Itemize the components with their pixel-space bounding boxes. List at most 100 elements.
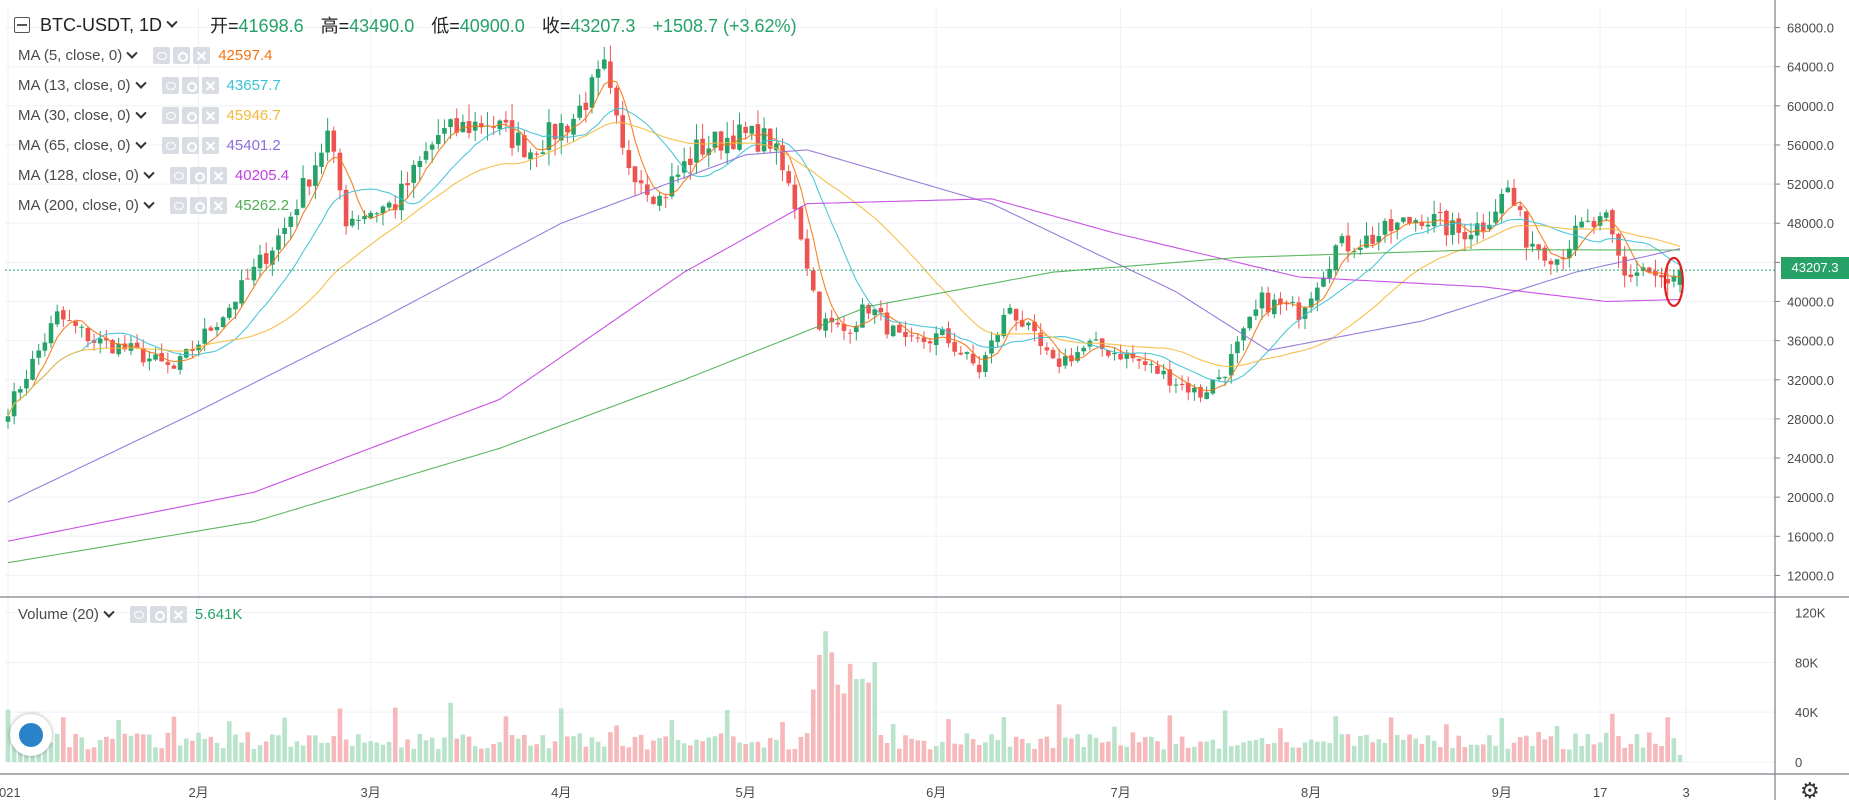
visibility-icon[interactable] (169, 197, 187, 214)
volume-legend[interactable]: Volume (20) 5.641K (18, 606, 242, 623)
symbol-title[interactable]: BTC-USDT, 1D (40, 14, 163, 35)
time-tick-label: :021 (0, 785, 21, 800)
indicator-label[interactable]: MA (128, close, 0) (18, 167, 139, 184)
close-icon[interactable] (209, 167, 227, 184)
candle-body (976, 364, 982, 373)
indicator-label[interactable]: MA (5, close, 0) (18, 47, 123, 64)
chevron-down-icon[interactable] (166, 16, 178, 28)
close-icon[interactable] (201, 77, 219, 94)
volume-bar (1136, 742, 1142, 762)
volume-bar (614, 725, 619, 762)
gear-icon[interactable] (181, 137, 199, 154)
close-icon[interactable] (209, 197, 227, 214)
volume-bar (620, 745, 626, 762)
volume-bar (1382, 742, 1388, 762)
candle-body (995, 334, 1000, 343)
candle-body (909, 335, 914, 337)
indicator-value: 42597.4 (218, 47, 273, 64)
candle-body (1634, 272, 1640, 276)
candle-body (1149, 364, 1154, 366)
volume-bar (688, 745, 693, 762)
gear-icon[interactable] (181, 107, 199, 124)
chevron-down-icon[interactable] (143, 167, 155, 179)
chevron-down-icon[interactable] (134, 107, 147, 119)
volume-bar (362, 742, 367, 762)
gear-icon[interactable] (173, 47, 191, 64)
candle-body (1019, 319, 1025, 327)
candle-body (1456, 218, 1462, 233)
indicator-legend[interactable]: MA (5, close, 0) 42597.4 (18, 47, 272, 64)
price-tick-label: 40000.0 (1787, 295, 1834, 310)
candle-body (620, 115, 626, 148)
candle-body (1302, 307, 1308, 319)
indicator-legend[interactable]: MA (65, close, 0) 45401.2 (18, 137, 281, 154)
volume-bar (1524, 735, 1529, 762)
volume-bar (454, 738, 460, 762)
candle-body (1425, 224, 1431, 227)
volume-bar (165, 732, 171, 762)
gear-icon[interactable] (181, 77, 199, 94)
visibility-icon[interactable] (129, 606, 147, 623)
candle-body (540, 152, 546, 155)
indicator-legend[interactable]: MA (128, close, 0) 40205.4 (18, 167, 289, 184)
visibility-icon[interactable] (161, 77, 179, 94)
indicator-label[interactable]: MA (65, close, 0) (18, 137, 131, 154)
close-icon[interactable] (169, 606, 187, 623)
volume-bar (1161, 749, 1166, 762)
collapse-icon[interactable] (14, 17, 30, 33)
gear-icon[interactable] (189, 167, 207, 184)
high-label: 高= (320, 16, 350, 36)
indicator-legend[interactable]: MA (13, close, 0) 43657.7 (18, 77, 281, 94)
gear-icon[interactable] (149, 606, 167, 623)
volume-bar (1364, 734, 1369, 762)
gear-icon[interactable] (189, 197, 207, 214)
time-tick-label: 8月 (1301, 785, 1321, 800)
chevron-down-icon[interactable] (134, 137, 147, 149)
candle-body (804, 238, 810, 269)
volume-bar (177, 745, 183, 762)
volume-bar (552, 741, 558, 762)
price-tick-label: 24000.0 (1787, 451, 1834, 466)
volume-bar (1185, 747, 1191, 762)
indicator-label[interactable]: MA (200, close, 0) (18, 197, 139, 214)
candle-body (743, 126, 748, 134)
candle-body (1345, 235, 1351, 252)
volume-bar (294, 741, 300, 762)
candle-body (1659, 275, 1664, 278)
indicator-legend[interactable]: MA (30, close, 0) 45946.7 (18, 107, 281, 124)
close-icon[interactable] (193, 47, 211, 64)
price-tick-label: 32000.0 (1787, 373, 1834, 388)
candle-body (688, 158, 693, 166)
visibility-icon[interactable] (169, 167, 187, 184)
chevron-down-icon[interactable] (126, 47, 138, 59)
volume-bar (140, 734, 146, 762)
close-icon[interactable] (201, 107, 219, 124)
indicator-label[interactable]: MA (30, close, 0) (18, 107, 131, 124)
visibility-icon[interactable] (161, 107, 179, 124)
gear-icon[interactable]: ⚙ (1800, 778, 1820, 803)
candle-body (423, 151, 429, 160)
candle-body (1542, 247, 1548, 261)
volume-label[interactable]: Volume (20) (18, 606, 99, 623)
chevron-down-icon[interactable] (103, 606, 115, 618)
visibility-icon[interactable] (153, 47, 171, 64)
chevron-down-icon[interactable] (134, 77, 147, 89)
candle-body (1351, 251, 1357, 253)
volume-bar (159, 748, 164, 762)
logo-icon[interactable] (10, 714, 52, 756)
candle-body (1579, 221, 1584, 228)
volume-bar (313, 735, 318, 762)
candle-body (534, 153, 539, 155)
chevron-down-icon[interactable] (143, 197, 155, 209)
volume-bar (1499, 718, 1505, 762)
close-icon[interactable] (201, 137, 219, 154)
indicator-legend[interactable]: MA (200, close, 0) 45262.2 (18, 197, 289, 214)
indicator-label[interactable]: MA (13, close, 0) (18, 77, 131, 94)
candle-body (294, 209, 300, 216)
volume-bar (1505, 748, 1511, 762)
visibility-icon[interactable] (161, 137, 179, 154)
volume-bar (1616, 736, 1621, 762)
candle-body (749, 125, 755, 134)
volume-bar (1603, 732, 1609, 762)
